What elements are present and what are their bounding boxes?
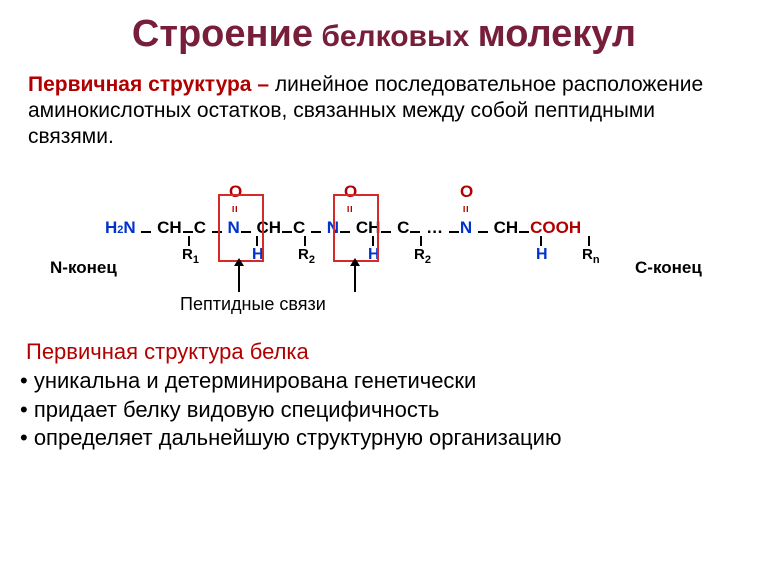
bond-vertical [420, 236, 422, 246]
bullet-item: • уникальна и детерминирована генетическ… [20, 367, 748, 396]
definition-term: Первичная структура – [28, 73, 269, 96]
oxygen-atom: O [460, 182, 473, 202]
bullet-section: Первичная структура белка • уникальна и … [20, 338, 748, 452]
title-part2: белковых [313, 20, 478, 53]
r-group-label: R2 [414, 246, 431, 266]
slide-title: Строение белковых молекул [0, 12, 768, 58]
bond-vertical [188, 236, 190, 246]
r-group-label: Rn [582, 246, 600, 266]
bond-vertical [588, 236, 590, 246]
peptide-bond-box [333, 194, 379, 262]
bullet-item: • определяет дальнейшую структурную орга… [20, 424, 748, 453]
c-terminus-label: C-конец [635, 258, 702, 278]
arrow-up [238, 262, 240, 292]
chain-formula: H2N CHC N CHC N CH C … N CHCOOH [0, 218, 768, 238]
title-part1: Строение [132, 13, 313, 55]
peptide-bonds-label: Пептидные связи [180, 294, 326, 315]
arrow-head [350, 258, 360, 266]
arrow-up [354, 262, 356, 292]
n-terminus-label: N-конец [50, 258, 117, 278]
bullet-item: • придает белку видовую специфичность [20, 396, 748, 425]
bullet-header: Первичная структура белка [26, 338, 748, 367]
arrow-head [234, 258, 244, 266]
r-group-label: R2 [298, 246, 315, 266]
double-bond: = [459, 206, 473, 213]
bond-vertical [304, 236, 306, 246]
title-part3: молекул [478, 13, 636, 55]
definition-paragraph: Первичная структура – линейное последова… [28, 72, 740, 151]
peptide-bond-box [218, 194, 264, 262]
bond-vertical [540, 236, 542, 246]
hydrogen-label: H [536, 246, 548, 264]
r-group-label: R1 [182, 246, 199, 266]
peptide-chain-diagram: N-конец C-конец H2N CHC N CHC N CH C … N C… [0, 170, 768, 320]
